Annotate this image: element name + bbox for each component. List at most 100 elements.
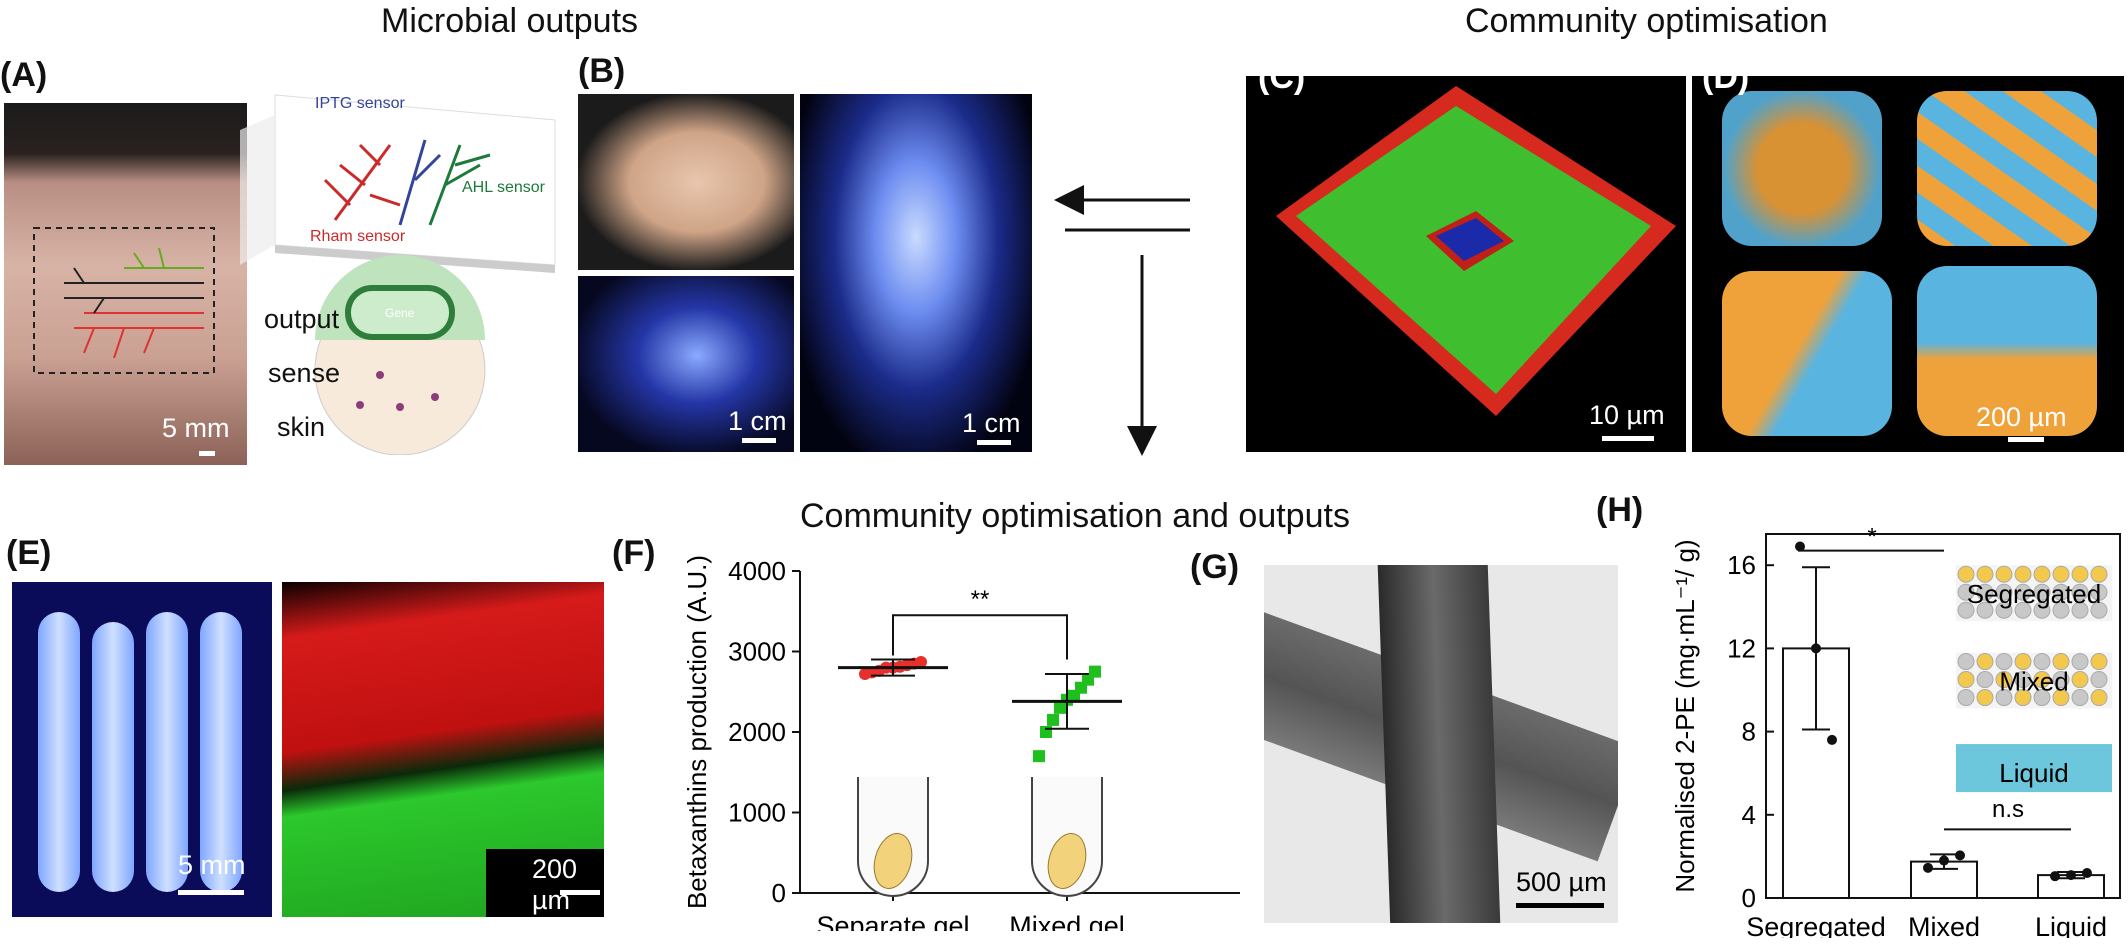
h-data-point	[1795, 541, 1805, 552]
h-legend-cell	[2090, 689, 2108, 707]
panel-e-scale-label-2: 200 µm	[532, 854, 578, 915]
panel-b-mannequin-photo-bottom: 1 cm	[578, 276, 794, 452]
gene-label: Gene	[385, 306, 415, 320]
panel-a-output-label: output	[264, 304, 340, 334]
h-legend-cell	[1976, 653, 1994, 671]
h-y-axis-label: Normalised 2-PE (mg·mL⁻¹/ g)	[1670, 539, 1700, 892]
panel-b-mannequin-photo-glow: 1 cm	[800, 94, 1032, 452]
h-legend-cell	[2052, 565, 2070, 583]
h-legend-cell	[2052, 689, 2070, 707]
h-legend-cell	[2052, 601, 2070, 619]
panel-e-scale-bar-2	[560, 890, 600, 895]
panel-e-fluorescence-photo: 200 µm	[282, 582, 604, 917]
h-legend-cell	[2071, 583, 2089, 601]
f-y-tick-label: 1000	[728, 798, 786, 828]
panel-a-circuit-diagram: IPTG sensor AHL sensor Rham sensor Gene	[240, 94, 556, 455]
h-legend-label: Segregated	[1967, 579, 2101, 609]
h-data-point	[1811, 643, 1821, 654]
iptg-sensor-label: IPTG sensor	[315, 95, 405, 112]
h-legend-cell	[1957, 671, 1975, 689]
rham-sensor-label: Rham sensor	[310, 228, 406, 245]
panel-a-sense-label: sense	[268, 358, 341, 388]
h-legend-cell	[2090, 565, 2108, 583]
h-data-point	[1923, 862, 1933, 873]
h-legend-cell	[2033, 653, 2051, 671]
panel-b-scale-bar-2	[977, 440, 1011, 445]
h-legend-cell	[1957, 689, 1975, 707]
f-significance-label: **	[971, 586, 990, 613]
h-legend-cell	[1957, 583, 1975, 601]
panel-c-scale-label: 10 µm	[1589, 400, 1665, 430]
panel-a-skin-photo: 5 mm	[4, 103, 247, 465]
h-significance-label: *	[1867, 523, 1876, 550]
h-legend-cell	[2014, 583, 2032, 601]
section-title-community-optimisation-outputs: Community optimisation and outputs	[800, 497, 1350, 535]
panel-e-scale-label-1: 5 mm	[178, 850, 246, 880]
panel-b-scale-label-1: 1 cm	[728, 406, 787, 436]
panel-d-scale-label: 200 µm	[1976, 402, 2067, 432]
h-legend-cell	[1976, 671, 1994, 689]
panel-a-skin-label: skin	[277, 412, 326, 442]
h-legend-cell	[1995, 689, 2013, 707]
h-legend-cell	[2033, 583, 2051, 601]
h-data-point	[1939, 855, 1949, 866]
h-legend-cell	[1995, 601, 2013, 619]
f-y-tick-label: 3000	[728, 637, 786, 667]
h-legend-cell	[2033, 565, 2051, 583]
h-y-tick-label: 8	[1742, 717, 1756, 747]
panel-b-scale-label-2: 1 cm	[962, 408, 1021, 438]
f-data-point	[1047, 713, 1059, 726]
h-legend-cell	[1957, 565, 1975, 583]
h-legend-cell	[2014, 653, 2032, 671]
panel-label-d: (D)	[1702, 76, 1750, 96]
panel-d-microscopy: (D) 200 µm	[1692, 76, 2124, 452]
h-y-tick-label: 0	[1742, 883, 1756, 913]
h-y-tick-label: 12	[1727, 633, 1756, 663]
panel-g-scale-label: 500 µm	[1516, 867, 1607, 897]
panel-label-b: (B)	[578, 52, 626, 90]
panel-b-scale-bar-1	[742, 438, 776, 443]
section-title-community-optimisation: Community optimisation	[1465, 2, 1828, 40]
panel-label-f: (F)	[612, 534, 656, 572]
h-legend-cell	[2071, 689, 2089, 707]
h-legend-cell	[1976, 565, 1994, 583]
panel-g-brightfield-photo: 500 µm	[1264, 565, 1618, 923]
h-data-point	[1955, 850, 1965, 861]
panel-h-chart: 0 4 8 12 16 Segregated Mixed Liquid Normalised 2…	[1670, 523, 2121, 938]
f-y-axis-label: Betaxanthins production (A.U.)	[682, 555, 712, 909]
h-legend-cell	[1995, 653, 2013, 671]
f-y-tick-label: 2000	[728, 717, 786, 747]
h-legend-cell	[2071, 671, 2089, 689]
panel-c-scale-bar	[1602, 436, 1654, 441]
f-x-tick-label: Mixed gel	[1009, 911, 1125, 931]
panel-label-g: (G)	[1190, 548, 1240, 586]
f-x-tick-label: Separate gel	[816, 911, 969, 931]
h-data-point	[1827, 734, 1837, 745]
panel-b-mannequin-photo-top	[578, 94, 794, 270]
f-significance-bracket	[892, 614, 1068, 660]
h-legend-label: Liquid	[1999, 758, 2068, 788]
panel-g-scale-bar	[1516, 903, 1604, 908]
panel-label-c: (C)	[1258, 76, 1306, 96]
h-legend-cell	[1976, 689, 1994, 707]
h-legend-cell	[2090, 671, 2108, 689]
h-legend-cell	[2052, 671, 2070, 689]
flow-arrows	[1054, 185, 1190, 456]
panel-label-e: (E)	[6, 534, 52, 572]
ahl-sensor-label: AHL sensor	[462, 179, 546, 196]
h-legend-cell	[2033, 671, 2051, 689]
f-y-tick-label: 4000	[728, 556, 786, 586]
h-legend-cell	[2090, 653, 2108, 671]
section-title-microbial-outputs: Microbial outputs	[381, 2, 639, 40]
h-legend-swatch-liquid	[1956, 744, 2112, 793]
h-legend-cell	[1995, 565, 2013, 583]
h-legend-cell	[2071, 601, 2089, 619]
panel-label-h: (H)	[1596, 491, 1644, 529]
h-legend-cell	[2033, 689, 2051, 707]
h-legend-cell	[1957, 653, 1975, 671]
h-legend-cell	[2014, 671, 2032, 689]
panel-d-scale-bar	[2008, 437, 2044, 442]
h-legend-cell	[2014, 565, 2032, 583]
f-data-point	[1033, 750, 1045, 763]
h-legend-cell	[2071, 565, 2089, 583]
